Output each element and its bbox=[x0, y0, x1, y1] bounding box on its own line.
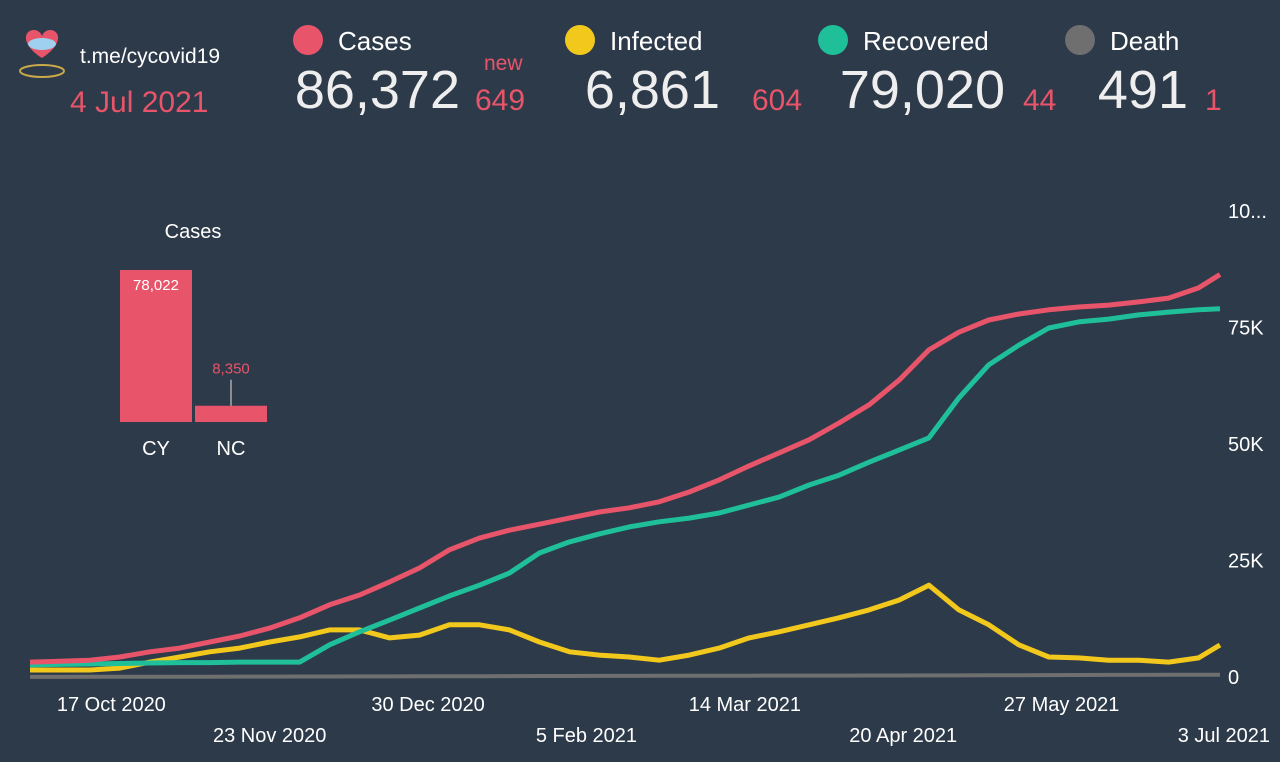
logo bbox=[19, 30, 65, 78]
line-series bbox=[29, 272, 1222, 665]
x-tick-label: CY bbox=[142, 438, 170, 460]
stat-name: Infected bbox=[610, 26, 703, 56]
line-series bbox=[30, 672, 1221, 679]
stat-new: 604 bbox=[752, 84, 802, 117]
x-tick-label: 30 Dec 2020 bbox=[371, 694, 484, 716]
date: 4 Jul 2021 bbox=[70, 86, 208, 119]
value-label: 8,350 bbox=[212, 361, 250, 378]
stat-value: 491 bbox=[1098, 60, 1188, 120]
x-tick-label: 3 Jul 2021 bbox=[1178, 725, 1270, 747]
x-tick-label: 17 Oct 2020 bbox=[57, 694, 166, 716]
stat-name: Death bbox=[1110, 26, 1179, 56]
y-tick-label: 10... bbox=[1228, 201, 1267, 223]
x-tick-label: 23 Nov 2020 bbox=[213, 725, 326, 747]
x-tick-label: 27 May 2021 bbox=[1004, 694, 1120, 716]
bar bbox=[120, 270, 192, 422]
stat-new: 649 bbox=[475, 84, 525, 117]
value-label: 78,022 bbox=[133, 277, 179, 294]
bar-title: Cases bbox=[165, 221, 222, 243]
x-tick-label: 14 Mar 2021 bbox=[689, 694, 801, 716]
bar bbox=[195, 405, 267, 422]
stat-value: 86,372 bbox=[295, 60, 460, 120]
line-series bbox=[30, 582, 1222, 673]
x-tick-label: 20 Apr 2021 bbox=[849, 725, 957, 747]
stat-name: Cases bbox=[338, 26, 412, 56]
new-label: new bbox=[484, 52, 523, 75]
legend-dot bbox=[293, 25, 323, 55]
y-tick-label: 75K bbox=[1228, 318, 1264, 340]
stat-new: 1 bbox=[1205, 84, 1222, 117]
x-tick-label: NC bbox=[217, 438, 246, 460]
legend-dot bbox=[1065, 25, 1095, 55]
line-series bbox=[29, 306, 1221, 668]
y-tick-label: 0 bbox=[1228, 667, 1239, 689]
stat-new: 44 bbox=[1023, 84, 1056, 117]
stat-value: 79,020 bbox=[840, 60, 1005, 120]
stat-name: Recovered bbox=[863, 26, 989, 56]
legend-dot bbox=[818, 25, 848, 55]
legend-dot bbox=[565, 25, 595, 55]
y-tick-label: 50K bbox=[1228, 434, 1264, 456]
stat-value: 6,861 bbox=[585, 60, 720, 120]
x-tick-label: 5 Feb 2021 bbox=[536, 725, 637, 747]
link[interactable]: t.me/cycovid19 bbox=[80, 45, 220, 68]
y-tick-label: 25K bbox=[1228, 551, 1264, 573]
